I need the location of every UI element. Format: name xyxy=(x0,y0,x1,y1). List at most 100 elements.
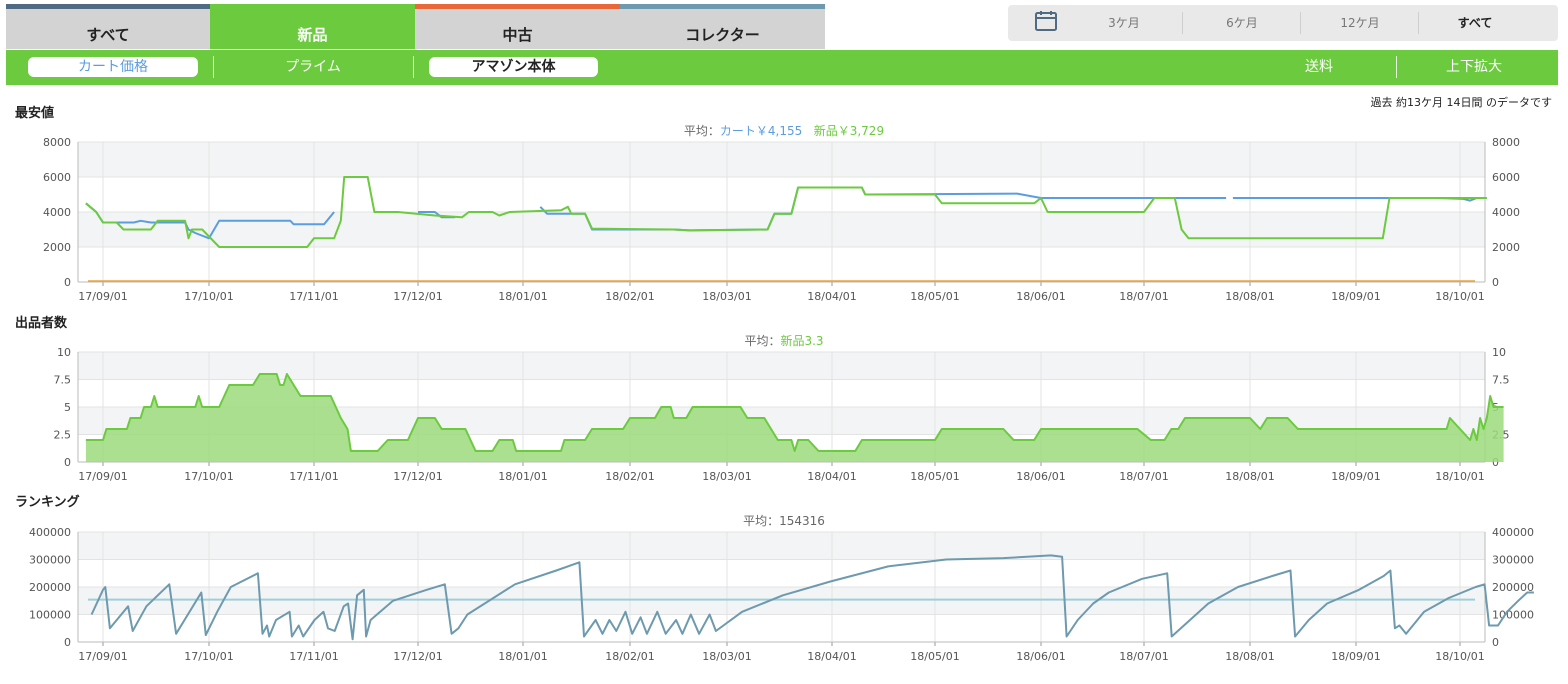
divider xyxy=(1418,12,1419,34)
x-tick-label: 18/02/01 xyxy=(605,650,654,663)
y-tick-label-left: 10 xyxy=(57,346,71,359)
price-average-text: 平均：カート￥4,155 新品￥3,729 xyxy=(0,122,1568,139)
x-tick-label: 18/06/01 xyxy=(1016,290,1065,303)
x-tick-label: 17/11/01 xyxy=(289,650,338,663)
x-tick-label: 18/10/01 xyxy=(1435,470,1484,483)
amazon-toggle[interactable]: アマゾン本体 xyxy=(429,57,598,77)
x-tick-label: 18/07/01 xyxy=(1119,290,1168,303)
y-tick-label-right: 0 xyxy=(1492,636,1499,649)
x-tick-label: 17/10/01 xyxy=(184,650,233,663)
x-tick-label: 18/01/01 xyxy=(498,650,547,663)
average-value: カート￥4,155 xyxy=(719,124,803,138)
y-tick-label-left: 0 xyxy=(64,276,71,289)
y-tick-label-left: 2000 xyxy=(43,241,71,254)
x-tick-label: 18/04/01 xyxy=(807,470,856,483)
y-tick-label-right: 300000 xyxy=(1492,554,1534,567)
x-tick-label: 18/03/01 xyxy=(702,290,751,303)
x-tick-label: 17/12/01 xyxy=(393,650,442,663)
x-tick-label: 18/01/01 xyxy=(498,470,547,483)
y-tick-label-left: 400000 xyxy=(29,526,71,539)
offers-chart: 002.52.5557.57.5101017/09/0117/10/0117/1… xyxy=(54,346,1510,483)
x-tick-label: 18/03/01 xyxy=(702,650,751,663)
x-tick-label: 17/12/01 xyxy=(393,470,442,483)
y-tick-label-left: 7.5 xyxy=(54,374,72,387)
range-selector: 3ケ月 6ケ月 12ケ月 すべて xyxy=(1008,5,1558,41)
x-tick-label: 17/09/01 xyxy=(78,290,127,303)
grid-band xyxy=(78,142,1485,177)
x-tick-label: 17/10/01 xyxy=(184,290,233,303)
x-tick-label: 18/06/01 xyxy=(1016,650,1065,663)
x-tick-label: 17/11/01 xyxy=(289,290,338,303)
ranking-average-text: 平均：154316 xyxy=(0,512,1568,529)
series-line xyxy=(85,176,1487,248)
y-tick-label-left: 200000 xyxy=(29,581,71,594)
x-tick-label: 18/05/01 xyxy=(910,290,959,303)
x-tick-label: 18/05/01 xyxy=(910,470,959,483)
x-tick-label: 18/09/01 xyxy=(1331,470,1380,483)
tab-all[interactable]: すべて xyxy=(6,4,210,49)
x-tick-label: 17/09/01 xyxy=(78,470,127,483)
y-tick-label-left: 4000 xyxy=(43,206,71,219)
price-chart-title: 最安値 xyxy=(15,106,55,121)
x-tick-label: 18/09/01 xyxy=(1331,650,1380,663)
price-chart: 0 0 2000 2000 4000 4000 6000 6000 8000 8000 17/09/… xyxy=(43,136,1520,303)
range-3m[interactable]: 3ケ月 xyxy=(1108,16,1140,30)
x-tick-label: 18/05/01 xyxy=(910,650,959,663)
divider xyxy=(1182,12,1183,34)
divider xyxy=(213,56,214,78)
y-tick-label-right: 10 xyxy=(1492,346,1506,359)
x-tick-label: 18/07/01 xyxy=(1119,470,1168,483)
cart-price-toggle[interactable]: カート価格 xyxy=(28,57,198,77)
y-tick-label-left: 0 xyxy=(64,636,71,649)
y-tick-label-right: 100000 xyxy=(1492,609,1534,622)
divider xyxy=(1396,56,1397,78)
zoom-toggle[interactable]: 上下拡大 xyxy=(1446,59,1502,75)
y-tick-label-left: 0 xyxy=(64,456,71,469)
range-all[interactable]: すべて xyxy=(1457,16,1493,30)
y-tick-label-left: 300000 xyxy=(29,554,71,567)
x-tick-label: 18/02/01 xyxy=(605,290,654,303)
x-tick-label: 18/08/01 xyxy=(1225,650,1274,663)
grid-band xyxy=(78,587,1485,615)
x-tick-label: 18/10/01 xyxy=(1435,650,1484,663)
range-6m[interactable]: 6ケ月 xyxy=(1226,16,1258,30)
series-line xyxy=(85,373,1504,452)
y-tick-label-left: 5 xyxy=(64,401,71,414)
y-tick-label-left: 6000 xyxy=(43,171,71,184)
grid-band xyxy=(78,352,1485,380)
x-tick-label: 18/08/01 xyxy=(1225,470,1274,483)
y-tick-label-right: 0 xyxy=(1492,276,1499,289)
y-tick-label-right: 7.5 xyxy=(1492,374,1510,387)
tab-used[interactable]: 中古 xyxy=(415,4,620,49)
y-tick-label-right: 8000 xyxy=(1492,136,1520,149)
grid-band xyxy=(78,532,1485,560)
tab-new[interactable]: 新品 xyxy=(210,4,415,49)
shipping-toggle[interactable]: 送料 xyxy=(1305,59,1333,75)
x-tick-label: 18/06/01 xyxy=(1016,470,1065,483)
y-tick-label-right: 2000 xyxy=(1492,241,1520,254)
y-tick-label-left: 100000 xyxy=(29,609,71,622)
x-tick-label: 18/04/01 xyxy=(807,290,856,303)
prime-toggle[interactable]: プライム xyxy=(285,59,341,75)
average-label: 平均： xyxy=(683,124,720,138)
x-tick-label: 17/11/01 xyxy=(289,470,338,483)
x-tick-label: 17/09/01 xyxy=(78,650,127,663)
x-tick-label: 18/10/01 xyxy=(1435,290,1484,303)
y-tick-label-left: 2.5 xyxy=(54,429,72,442)
series-line xyxy=(90,554,1534,641)
average-value: 新品￥3,729 xyxy=(802,124,885,138)
y-tick-label-left: 8000 xyxy=(43,136,71,149)
tab-collector[interactable]: コレクター xyxy=(620,4,825,49)
grid-band xyxy=(78,212,1485,247)
x-tick-label: 17/10/01 xyxy=(184,470,233,483)
y-tick-label-right: 400000 xyxy=(1492,526,1534,539)
calendar-icon[interactable] xyxy=(1034,9,1058,33)
divider xyxy=(1300,12,1301,34)
range-12m[interactable]: 12ケ月 xyxy=(1340,16,1380,30)
average-label: 平均： xyxy=(744,334,781,348)
ranking-chart: 0 0 100000 100000 200000 200000 300000 300000 40… xyxy=(29,526,1534,663)
average-value: 154316 xyxy=(779,514,825,528)
x-tick-label: 17/12/01 xyxy=(393,290,442,303)
ranking-chart-title: ランキング xyxy=(15,495,80,510)
x-tick-label: 18/03/01 xyxy=(702,470,751,483)
